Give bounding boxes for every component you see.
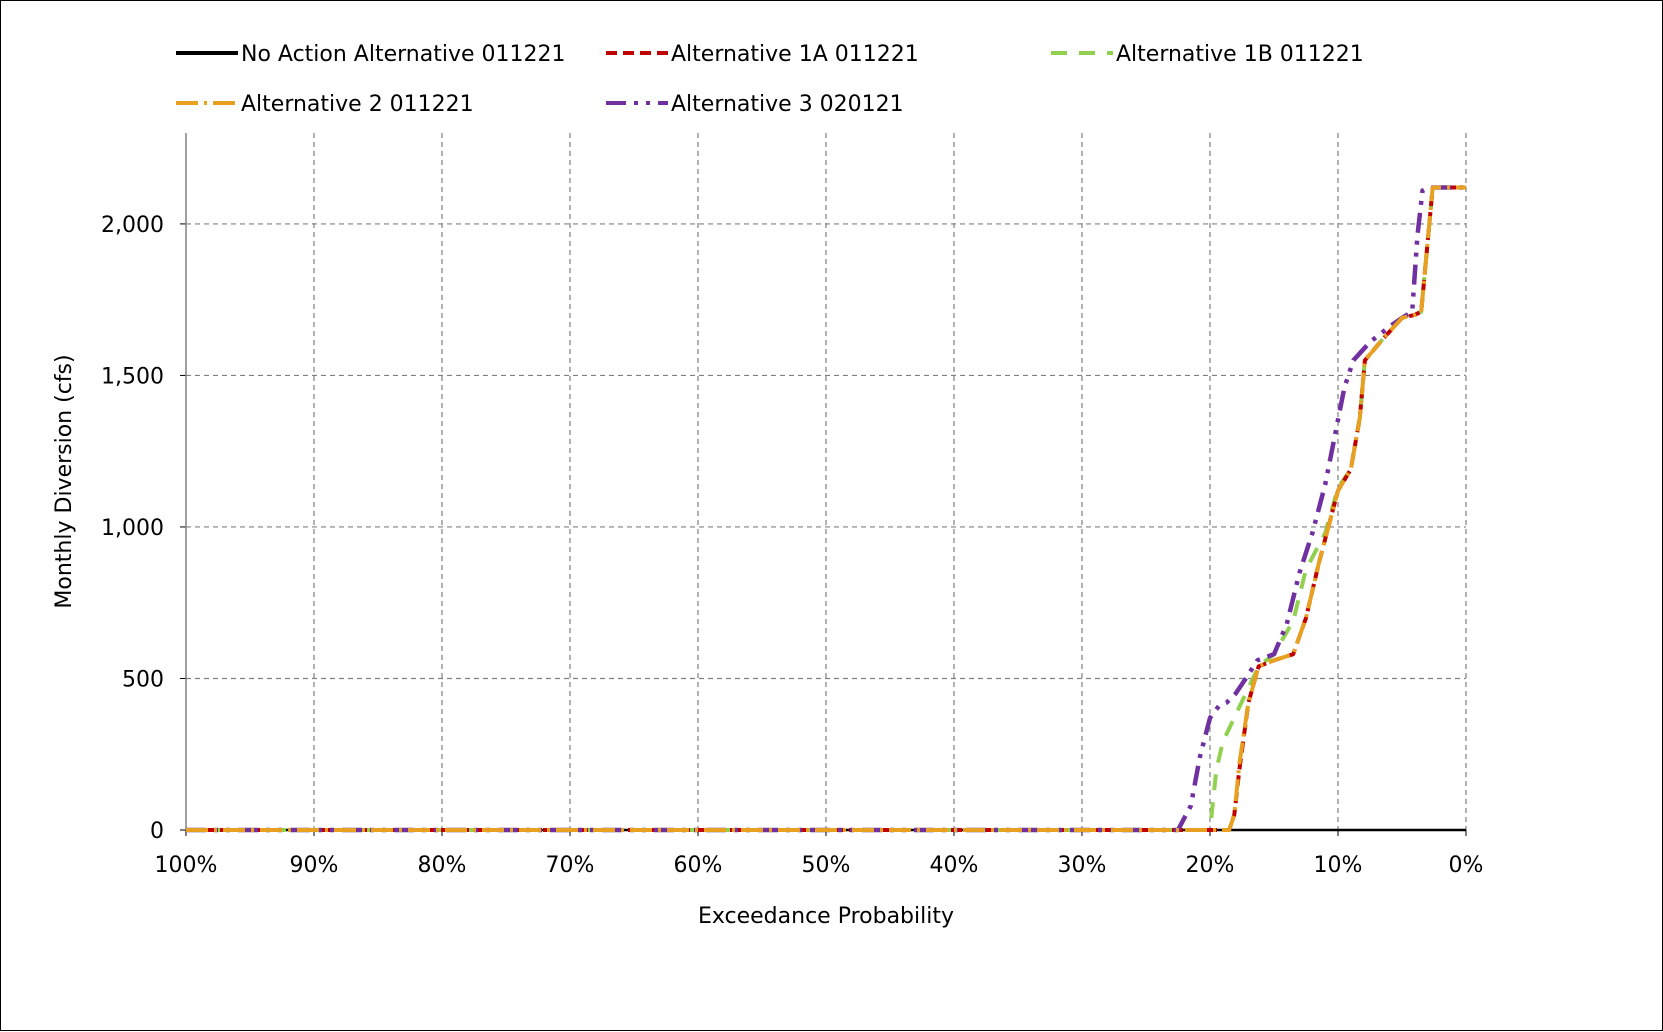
x-tick-label: 10%: [1314, 853, 1363, 878]
legend-label: Alternative 1A 011221: [671, 42, 919, 67]
legend-entry: No Action Alternative 011221: [176, 42, 565, 67]
series-line-2: [186, 185, 1466, 832]
x-tick-label: 20%: [1186, 853, 1235, 878]
y-tick-labels: 0 500 1,000 1,500 2,000: [101, 213, 164, 844]
x-tick-labels: 100% 90% 80% 70% 60% 50% 40% 30% 20% 10% 0%: [155, 853, 1484, 878]
legend-label: No Action Alternative 011221: [241, 42, 565, 67]
legend-entry: Alternative 3 020121: [606, 92, 904, 117]
x-tick-label: 50%: [802, 853, 851, 878]
series-layer: [186, 185, 1466, 833]
x-tick-label: 70%: [546, 853, 595, 878]
x-tick-label: 30%: [1058, 853, 1107, 878]
x-tick-label: 40%: [930, 853, 979, 878]
y-axis-label: Monthly Diversion (cfs): [52, 354, 77, 608]
x-tick-label: 60%: [674, 853, 723, 878]
legend-entry: Alternative 1A 011221: [606, 42, 919, 67]
x-tick-label: 0%: [1449, 853, 1484, 878]
y-tick-label: 1,000: [101, 516, 164, 541]
legend-entry: Alternative 2 011221: [176, 92, 474, 117]
legend-entry: Alternative 1B 011221: [1051, 42, 1364, 67]
x-tick-label: 90%: [290, 853, 339, 878]
y-tick-label: 2,000: [101, 213, 164, 238]
y-tick-label: 500: [122, 667, 164, 692]
legend-label: Alternative 2 011221: [241, 92, 474, 117]
series-line-3: [186, 185, 1466, 832]
legend-label: Alternative 3 020121: [671, 92, 904, 117]
y-tick-label: 0: [150, 819, 164, 844]
y-tick-label: 1,500: [101, 364, 164, 389]
x-axis-label: Exceedance Probability: [698, 904, 954, 929]
grid-lines: [186, 133, 1467, 830]
axes: [180, 133, 1467, 836]
series-line-5: [186, 185, 1466, 833]
legend: No Action Alternative 011221 Alternative …: [176, 42, 1364, 117]
x-tick-label: 100%: [155, 853, 218, 878]
x-tick-label: 80%: [418, 853, 467, 878]
series-line-4: [186, 185, 1466, 832]
legend-label: Alternative 1B 011221: [1116, 42, 1364, 67]
